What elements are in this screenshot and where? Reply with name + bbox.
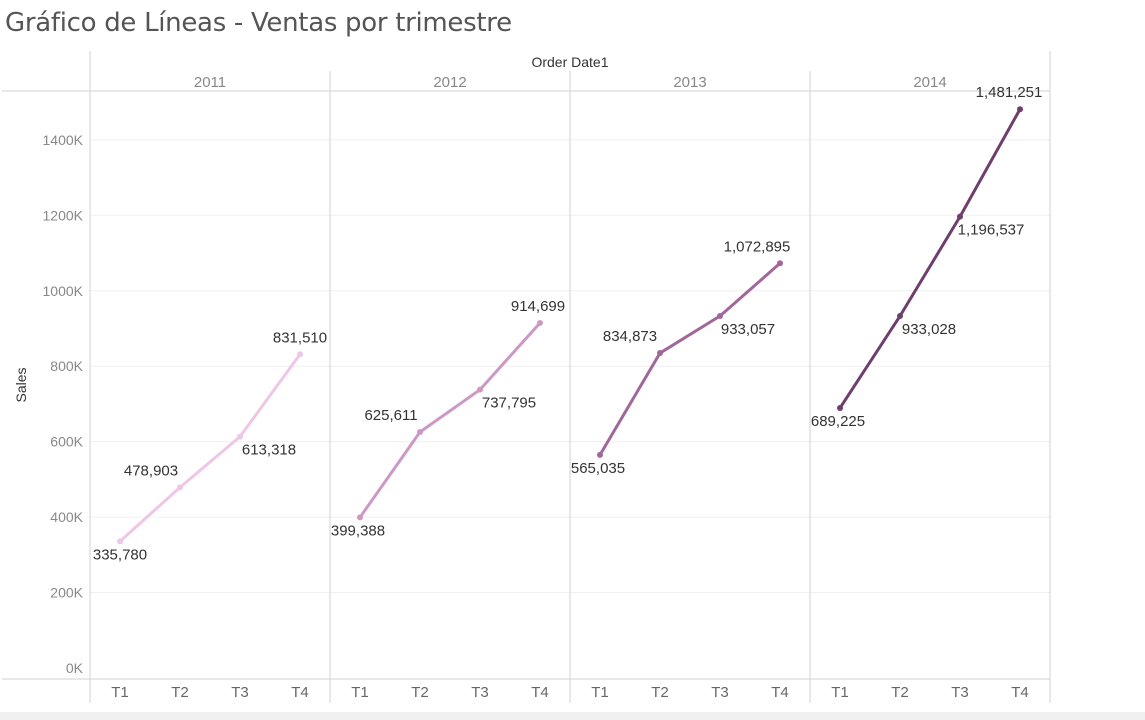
series-line-2013 [598,261,782,457]
year-header-2012: 2012 [433,74,466,91]
data-point-2013-T2 [657,350,663,357]
y-tick-label: 800K [50,358,83,374]
page-title: Gráfico de Líneas - Ventas por trimestre [5,8,512,38]
data-label: 1,481,251 [976,84,1043,101]
x-tick-label: T4 [531,684,549,701]
data-point-2014-T2 [897,313,903,320]
data-point-2011-T3 [237,433,243,440]
data-point-2011-T2 [177,484,183,491]
data-label: 831,510 [273,329,327,346]
x-tick-label: T3 [711,684,729,701]
x-tick-label: T1 [831,684,849,701]
y-tick-label: 1400K [43,132,84,148]
data-point-2011-T1 [117,538,123,545]
x-tick-label: T1 [351,684,369,701]
x-tick-label: T2 [411,684,429,701]
x-tick-label: T4 [1011,684,1029,701]
data-point-2012-T3 [477,386,483,393]
x-tick-label: T3 [951,684,969,701]
data-point-2012-T4 [537,319,543,326]
y-axis-title: Sales [13,367,29,402]
series-line-2014 [838,107,1022,410]
series-line-2011 [118,352,302,543]
x-tick-label: T1 [591,684,609,701]
data-point-2011-T4 [297,351,303,358]
data-label: 335,780 [93,546,147,563]
y-tick-label: 0K [66,660,84,676]
data-label: 914,699 [511,298,565,315]
x-tick-label: T2 [171,684,189,701]
x-tick-label: T2 [891,684,909,701]
y-tick-label: 400K [50,509,83,525]
data-label: 933,057 [721,321,775,338]
x-tick-label: T2 [651,684,669,701]
year-header-2011: 2011 [194,74,226,91]
data-label: 834,873 [603,328,657,345]
data-label: 478,903 [124,462,178,479]
data-label: 933,028 [902,321,956,338]
x-tick-label: T4 [291,684,309,701]
year-header-2014: 2014 [913,74,946,91]
data-point-2012-T2 [417,428,423,435]
y-tick-label: 1200K [43,207,84,223]
data-point-2013-T4 [777,260,783,267]
year-header-2013: 2013 [673,74,706,91]
series-line-2012 [358,321,542,519]
data-point-2014-T4 [1017,106,1023,113]
data-label: 613,318 [242,442,296,459]
data-label: 399,388 [331,522,385,539]
x-tick-label: T1 [111,684,129,701]
data-label: 1,196,537 [958,222,1025,239]
y-tick-label: 200K [50,585,83,601]
x-tick-label: T4 [771,684,789,701]
data-label: 689,225 [811,413,865,430]
data-label: 565,035 [571,460,625,477]
y-tick-label: 1000K [43,283,84,299]
column-header-label: Order Date1 [531,54,608,70]
data-point-2013-T3 [717,313,723,320]
x-tick-label: T3 [231,684,249,701]
data-label: 1,072,895 [724,238,791,255]
data-label: 625,611 [364,407,417,424]
data-label: 737,795 [482,395,536,412]
y-tick-label: 600K [50,434,83,450]
bottom-scroll-strip [0,712,1145,720]
data-point-2014-T1 [837,404,843,411]
data-point-2012-T1 [357,514,363,521]
x-tick-label: T3 [471,684,489,701]
data-point-2013-T1 [597,451,603,458]
data-point-2014-T3 [957,213,963,220]
